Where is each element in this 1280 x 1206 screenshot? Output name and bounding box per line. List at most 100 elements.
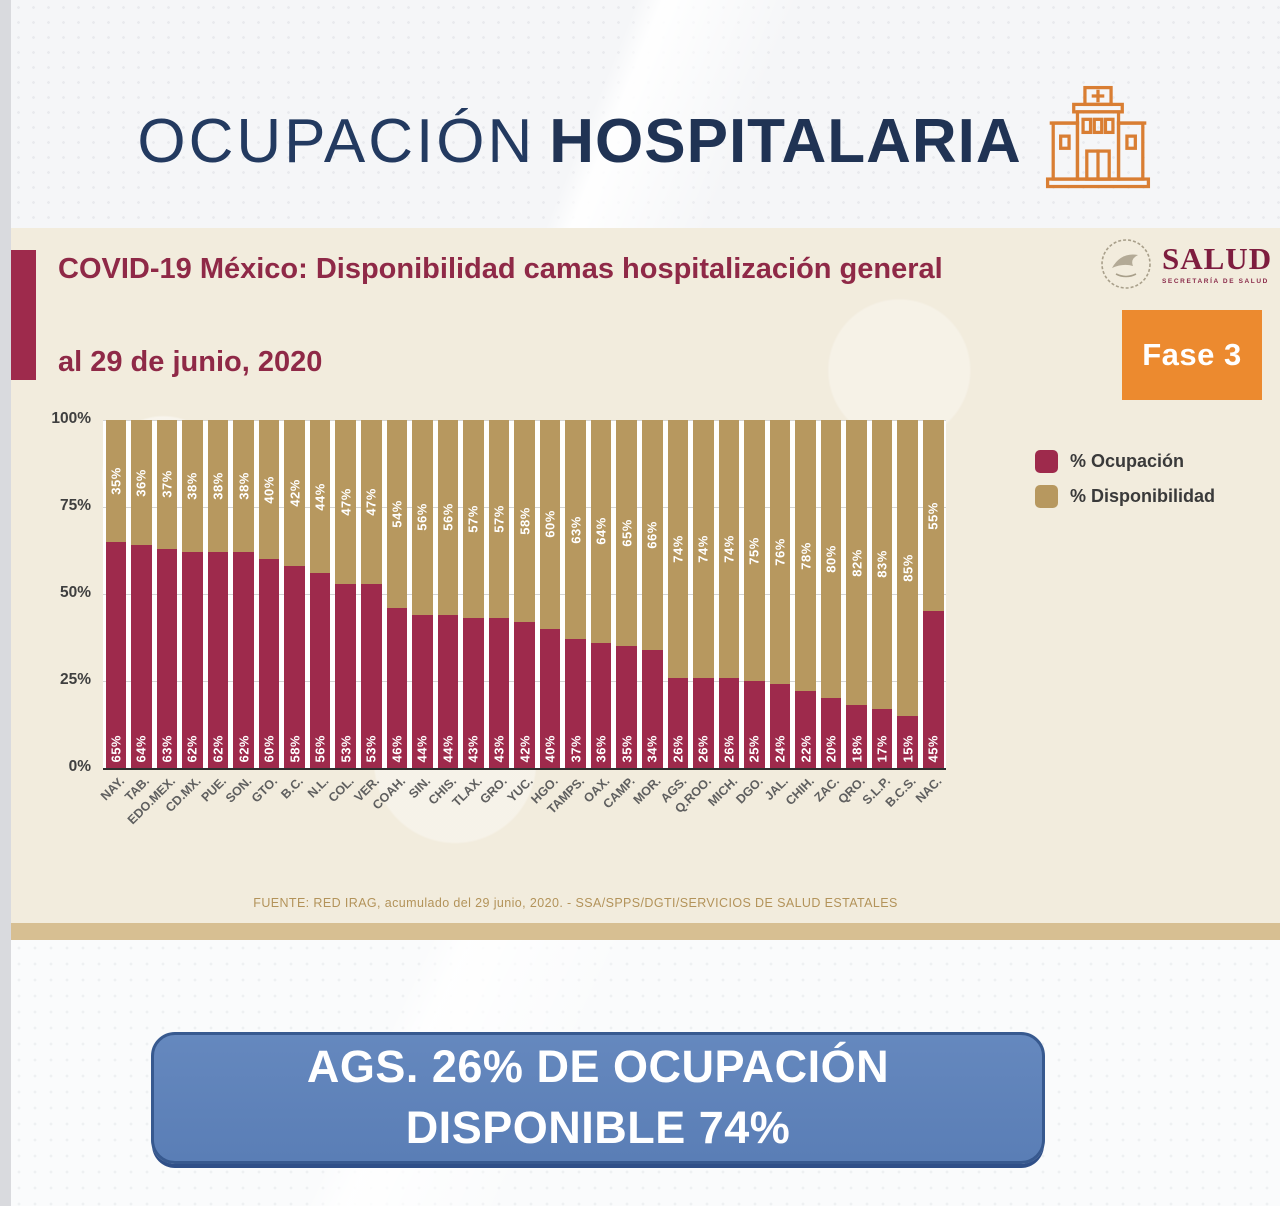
x-tick-cdmx: CD.MX. — [162, 774, 204, 815]
bar-tamps: 63% 37% — [563, 420, 589, 768]
value-label-disponibilidad: 47% — [363, 488, 379, 516]
page-title-light: OCUPACIÓN — [137, 106, 536, 176]
bottom-tan-band — [11, 923, 1280, 940]
segment-ocupacion: 17% — [871, 708, 893, 768]
chart-subtitle: COVID-19 México: Disponibilidad camas ho… — [58, 253, 943, 285]
bar-tab: 36% 64% — [129, 420, 155, 768]
value-label-ocupacion: 26% — [670, 735, 686, 763]
bar-edomex: 37% 63% — [154, 420, 180, 768]
banner-line-2: DISPONIBLE 74% — [405, 1102, 791, 1153]
segment-ocupacion: 37% — [565, 639, 586, 768]
segment-disponibilidad: 60% — [539, 420, 561, 629]
value-label-ocupacion: 63% — [159, 735, 175, 763]
salud-logo: SALUD SECRETARÍA DE SALUD — [1098, 236, 1276, 292]
value-label-ocupacion: 34% — [644, 735, 660, 763]
segment-disponibilidad: 76% — [769, 420, 791, 685]
legend-label-ocupacion: % Ocupación — [1070, 451, 1185, 471]
value-label-ocupacion: 20% — [823, 735, 839, 763]
banner-line-1: AGS. 26% DE OCUPACIÓN — [306, 1041, 890, 1093]
segment-disponibilidad: 75% — [744, 420, 765, 681]
x-tick-qro: QRO. — [835, 774, 868, 807]
value-label-disponibilidad: 57% — [465, 505, 481, 533]
segment-ocupacion: 26% — [667, 677, 689, 768]
segment-ocupacion: 44% — [412, 614, 433, 768]
x-tick-qroo: Q.ROO. — [672, 774, 715, 816]
value-label-disponibilidad: 58% — [517, 507, 533, 535]
bar-pue: 38% 62% — [205, 420, 231, 768]
bar-jal: 76% 24% — [767, 420, 793, 768]
value-label-ocupacion: 15% — [900, 735, 916, 763]
value-label-ocupacion: 64% — [133, 735, 149, 763]
value-label-disponibilidad: 44% — [312, 482, 328, 511]
segment-ocupacion: 26% — [693, 677, 714, 768]
segment-ocupacion: 64% — [131, 545, 152, 768]
x-tick-gto: GTO. — [248, 774, 281, 806]
value-label-disponibilidad: 38% — [210, 472, 226, 500]
segment-disponibilidad: 40% — [258, 420, 280, 560]
bar-sin: 56% 44% — [410, 420, 436, 768]
segment-ocupacion: 25% — [744, 681, 765, 768]
x-tick-tamps: TAMPS. — [544, 774, 587, 817]
segment-disponibilidad: 66% — [641, 420, 663, 650]
value-label-disponibilidad: 57% — [491, 505, 507, 533]
value-label-disponibilidad: 80% — [823, 545, 839, 573]
chart-x-axis: NAY. TAB. EDO.MEX. CD.MX. PUE. SON. GTO. B.C. N.… — [97, 770, 946, 850]
value-label-ocupacion: 37% — [568, 735, 584, 763]
value-label-disponibilidad: 74% — [721, 534, 737, 563]
bar-zac: 80% 20% — [818, 420, 844, 768]
segment-disponibilidad: 78% — [795, 420, 816, 692]
chart-y-axis: 100% 75% 50% 25% 0% — [25, 410, 91, 775]
value-label-disponibilidad: 82% — [849, 548, 865, 577]
y-tick-label: 50% — [59, 584, 91, 601]
segment-ocupacion: 44% — [437, 614, 459, 768]
segment-ocupacion: 20% — [820, 698, 842, 768]
x-tick-bcs: B.C.S. — [882, 774, 919, 810]
bar-tlax: 57% 43% — [461, 420, 487, 768]
value-label-disponibilidad: 66% — [644, 521, 660, 549]
bar-cdmx: 38% 62% — [180, 420, 206, 768]
bar-ver: 47% 53% — [358, 420, 384, 768]
value-label-disponibilidad: 78% — [798, 541, 814, 570]
value-label-disponibilidad: 75% — [746, 536, 762, 565]
chart-date: al 29 de junio, 2020 — [58, 346, 323, 378]
segment-disponibilidad: 47% — [360, 420, 382, 584]
segment-ocupacion: 63% — [156, 548, 178, 768]
value-label-ocupacion: 24% — [772, 735, 788, 763]
segment-ocupacion: 26% — [718, 677, 740, 768]
value-label-ocupacion: 62% — [210, 735, 226, 763]
x-tick-yuc: YUC. — [504, 774, 536, 806]
bar-hgo: 60% 40% — [537, 420, 563, 768]
x-tick-coah: COAH. — [369, 774, 408, 813]
value-label-disponibilidad: 83% — [874, 550, 890, 579]
bar-mor: 66% 34% — [639, 420, 665, 768]
segment-ocupacion: 36% — [590, 642, 612, 768]
chart-plot-area: 35% 65% 36% 64% 37% 63% 38% 62% 38% 62% 38% 62% 40% 6… — [103, 420, 946, 770]
y-tick-label: 75% — [59, 497, 91, 514]
value-label-ocupacion: 60% — [261, 735, 277, 763]
value-label-ocupacion: 56% — [312, 735, 328, 763]
bar-ags: 74% 26% — [665, 420, 691, 768]
x-tick-nl: N.L. — [304, 774, 332, 801]
x-tick-mor: MOR. — [630, 774, 664, 807]
segment-disponibilidad: 63% — [565, 420, 586, 640]
bar-chih: 78% 22% — [793, 420, 819, 768]
hospital-icon — [1045, 85, 1150, 189]
value-label-ocupacion: 43% — [465, 735, 481, 763]
value-label-ocupacion: 53% — [338, 735, 354, 763]
value-label-disponibilidad: 56% — [414, 503, 430, 532]
segment-disponibilidad: 38% — [207, 420, 229, 553]
value-label-disponibilidad: 36% — [133, 468, 149, 497]
bottom-area: AGS. 26% DE OCUPACIÓN DISPONIBLE 74% — [11, 940, 1280, 1206]
value-label-ocupacion: 42% — [517, 735, 533, 763]
segment-disponibilidad: 55% — [923, 420, 944, 612]
bar-oax: 64% 36% — [588, 420, 614, 768]
segment-ocupacion: 60% — [258, 559, 280, 768]
value-label-ocupacion: 44% — [440, 735, 456, 763]
segment-ocupacion: 24% — [769, 684, 791, 768]
bar-slp: 83% 17% — [869, 420, 895, 768]
value-label-disponibilidad: 64% — [593, 517, 609, 546]
value-label-ocupacion: 62% — [184, 735, 200, 763]
x-tick-nay: NAY. — [97, 774, 127, 804]
y-tick-label: 25% — [59, 671, 91, 688]
salud-name: SALUD — [1162, 241, 1273, 276]
